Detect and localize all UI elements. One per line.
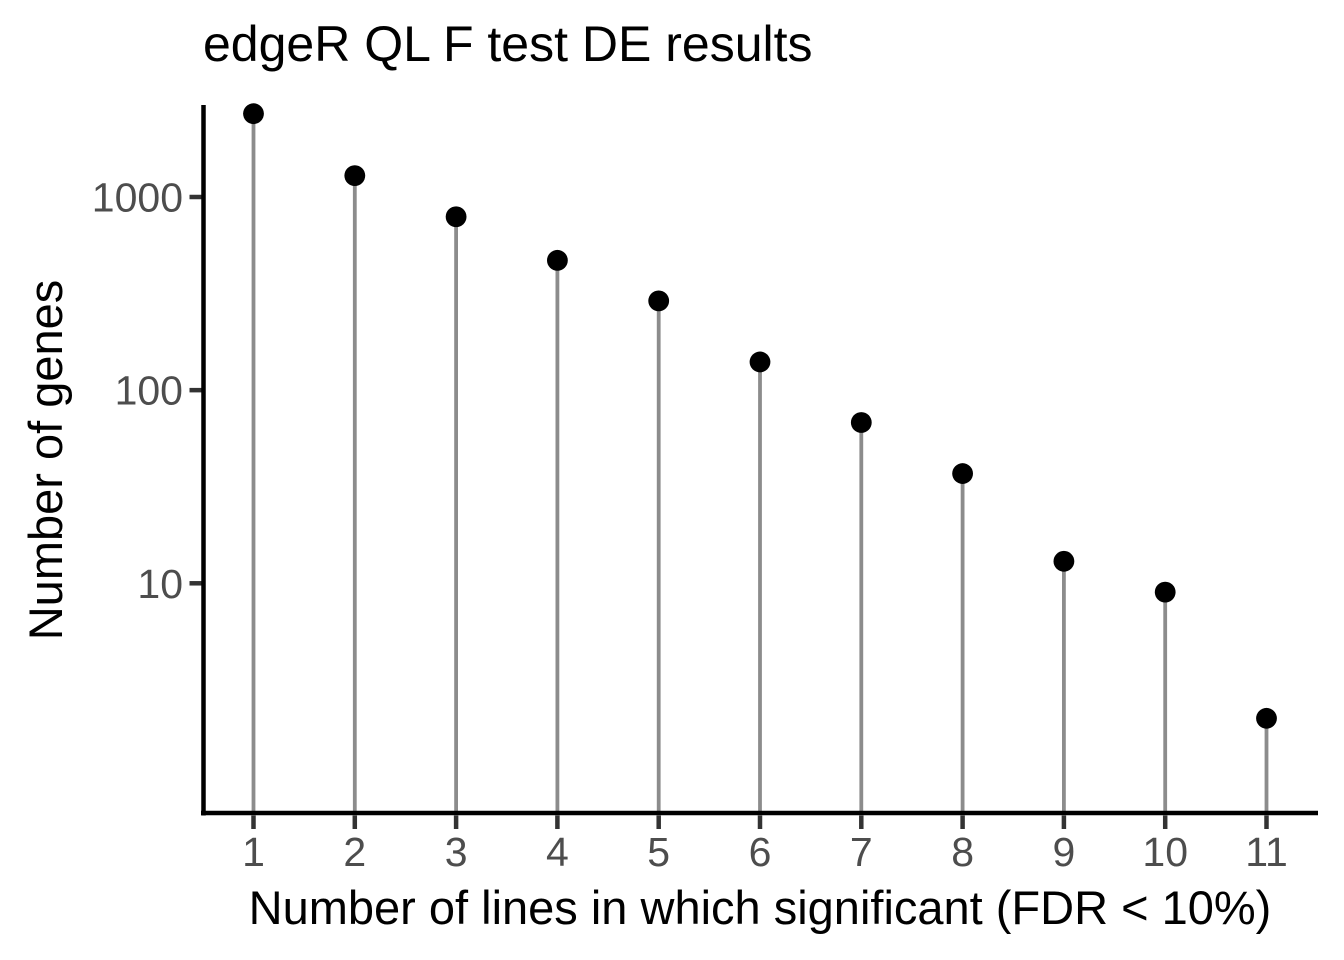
data-point bbox=[648, 290, 670, 312]
y-tick-label: 100 bbox=[115, 368, 183, 414]
x-tick-label: 2 bbox=[343, 829, 366, 875]
x-tick-label: 8 bbox=[951, 829, 974, 875]
stem-group bbox=[251, 113, 1269, 811]
data-point bbox=[445, 206, 467, 228]
y-tick-label: 10 bbox=[137, 561, 183, 607]
data-point bbox=[243, 103, 264, 125]
chart-title: edgeR QL F test DE results bbox=[203, 16, 813, 72]
x-tick-label: 4 bbox=[546, 829, 569, 875]
data-point bbox=[1053, 550, 1075, 572]
x-axis-title: Number of lines in which significant (FD… bbox=[249, 881, 1272, 934]
y-axis-ticks: 1000 100 10 bbox=[92, 175, 203, 607]
y-tick-label: 1000 bbox=[92, 175, 183, 221]
data-point bbox=[850, 412, 872, 433]
data-point bbox=[749, 351, 771, 373]
data-point bbox=[952, 463, 973, 484]
data-point bbox=[344, 165, 366, 187]
x-tick-label: 3 bbox=[445, 829, 468, 875]
x-tick-label: 9 bbox=[1052, 829, 1075, 875]
y-axis-title: Number of genes bbox=[19, 280, 72, 641]
x-tick-label: 10 bbox=[1142, 829, 1188, 875]
x-tick-label: 11 bbox=[1245, 829, 1288, 875]
x-tick-label: 5 bbox=[647, 829, 670, 875]
x-axis-ticks: 1 2 3 4 5 6 7 8 9 10 11 bbox=[242, 815, 1288, 875]
data-point bbox=[1154, 581, 1176, 603]
data-point bbox=[547, 249, 568, 271]
data-point bbox=[1256, 707, 1277, 729]
x-tick-label: 7 bbox=[850, 829, 873, 875]
x-tick-label: 1 bbox=[242, 829, 265, 875]
point-group bbox=[243, 103, 1277, 729]
x-tick-label: 6 bbox=[749, 829, 772, 875]
